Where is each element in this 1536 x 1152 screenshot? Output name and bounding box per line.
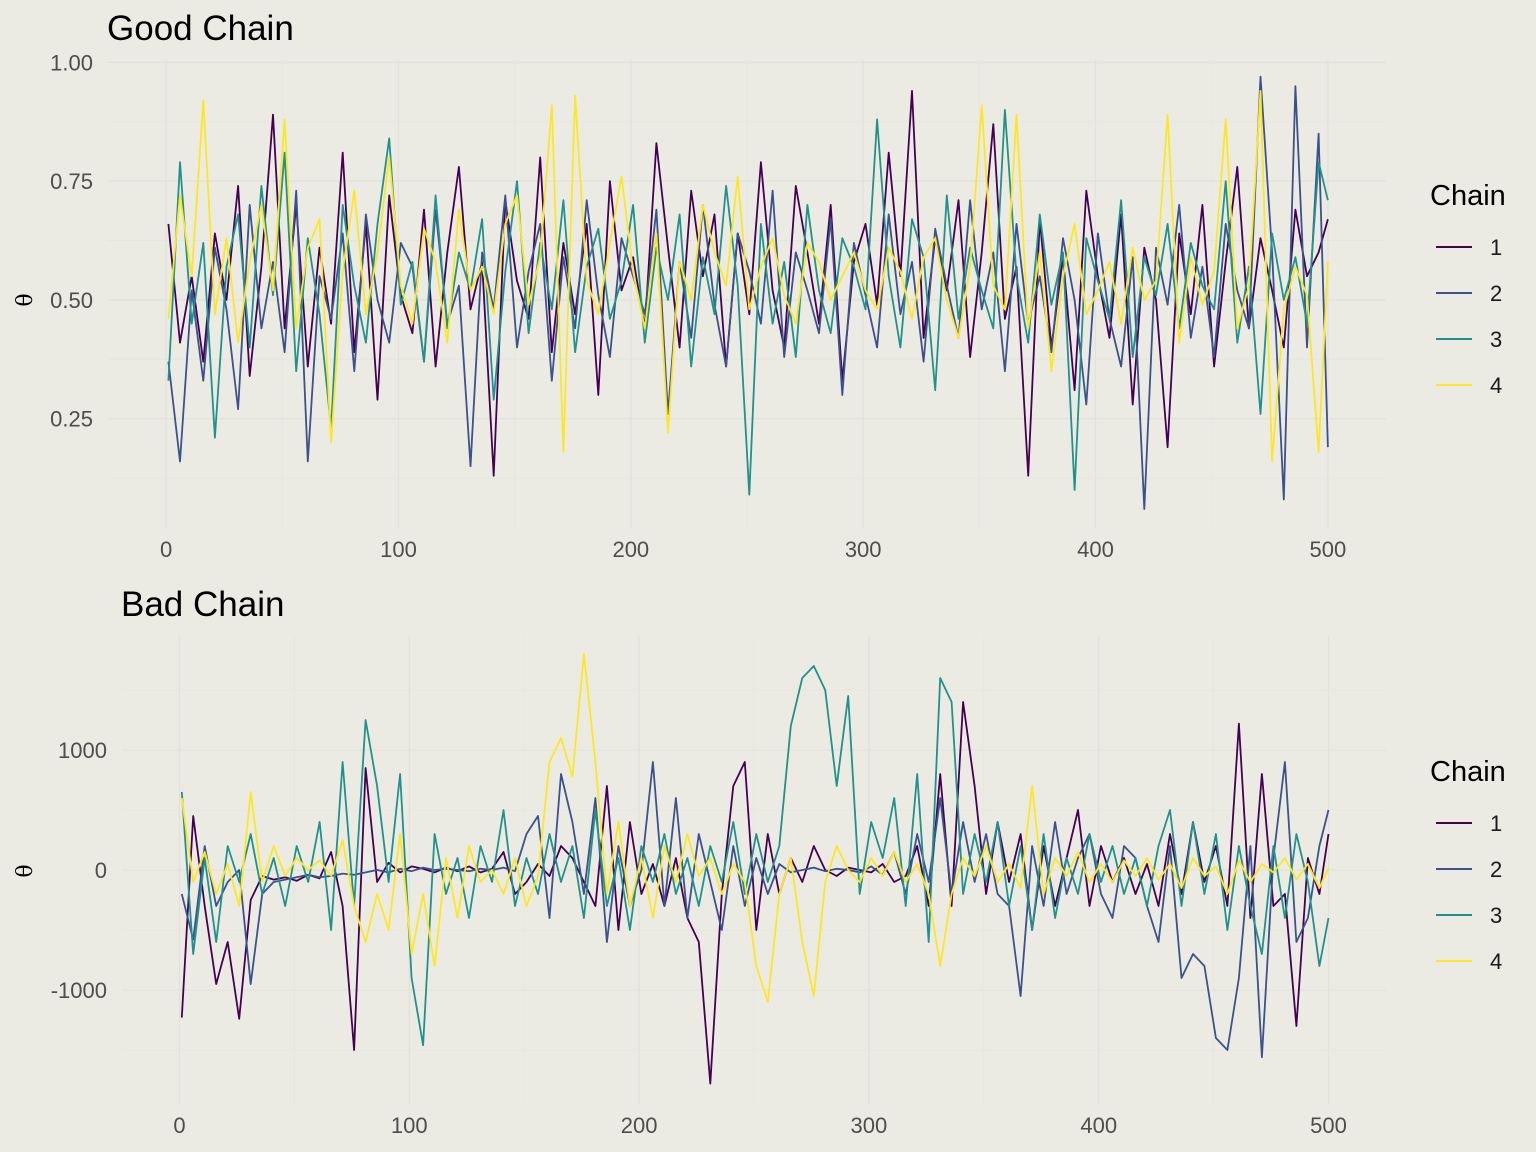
good-chain-series-chain-4 — [167, 90, 1329, 463]
bad-chain-series-chain-3 — [180, 665, 1330, 1047]
bad-chain-legend: Chain 1 2 3 4 — [1430, 756, 1506, 974]
bad-chain-x-tick-label: 200 — [621, 1113, 658, 1138]
bad-chain-y-tick-label: -1000 — [51, 978, 107, 1003]
legend-label: 1 — [1490, 811, 1502, 836]
bad-chain-legend-item-2: 2 — [1436, 857, 1502, 882]
bad-chain-legend-item-1: 1 — [1436, 811, 1502, 836]
good-chain-x-tick-label: 500 — [1310, 537, 1347, 562]
good-chain-x-tick-label: 300 — [845, 537, 882, 562]
good-chain-legend-item-4: 4 — [1436, 373, 1502, 398]
bad-chain-y-tick-label: 1000 — [58, 738, 107, 763]
bad-chain-x-tick-label: 100 — [391, 1113, 428, 1138]
bad-chain-title: Bad Chain — [121, 585, 284, 624]
bad-chain-series-lines — [180, 653, 1330, 1085]
good-chain-legend-item-2: 2 — [1436, 281, 1502, 306]
good-chain-x-tick-label: 200 — [612, 537, 649, 562]
good-chain-x-tick-label: 100 — [380, 537, 417, 562]
good-chain-y-ticks: 0.25 0.50 0.75 1.00 — [50, 50, 93, 431]
bad-chain-legend-item-3: 3 — [1436, 903, 1502, 928]
good-chain-panel: Good Chain 0.250.500.751.00 0 100 200 300 40… — [13, 9, 1506, 562]
good-chain-x-tick-label: 0 — [160, 537, 172, 562]
good-chain-x-ticks: 0 100 200 300 400 500 — [160, 537, 1346, 562]
good-chain-x-tick-label: 400 — [1077, 537, 1114, 562]
good-chain-legend-item-1: 1 — [1436, 235, 1502, 260]
bad-chain-y-tick-label: 0 — [95, 858, 107, 883]
good-chain-series-chain-3 — [167, 109, 1329, 496]
legend-label: 3 — [1490, 327, 1502, 352]
bad-chain-x-tick-label: 400 — [1080, 1113, 1117, 1138]
bad-chain-legend-items: 1 2 3 4 — [1436, 811, 1502, 974]
bad-chain-legend-title: Chain — [1430, 756, 1506, 788]
good-chain-y-tick-label: 0.25 — [50, 407, 93, 432]
good-chain-title: Good Chain — [107, 9, 294, 48]
good-chain-y-axis-label: θ — [13, 293, 38, 306]
bad-chain-series-chain-1 — [180, 701, 1330, 1085]
legend-label: 3 — [1490, 903, 1502, 928]
good-chain-legend: Chain 1 2 3 4 — [1430, 180, 1506, 398]
good-chain-y-tick-label: 0.50 — [50, 288, 93, 313]
bad-chain-x-tick-label: 0 — [173, 1113, 185, 1138]
bad-chain-y-ticks: -1000 0 1000 — [51, 738, 107, 1003]
good-chain-series-lines — [167, 75, 1329, 510]
bad-chain-series-chain-4 — [180, 653, 1330, 1003]
good-chain-y-tick-label: 0.75 — [50, 169, 93, 194]
good-chain-legend-item-3: 3 — [1436, 327, 1502, 352]
legend-label: 1 — [1490, 235, 1502, 260]
legend-label: 4 — [1490, 373, 1502, 398]
legend-label: 2 — [1490, 281, 1502, 306]
legend-label: 2 — [1490, 857, 1502, 882]
good-chain-y-tick-label: 1.00 — [50, 50, 93, 75]
bad-chain-legend-item-4: 4 — [1436, 949, 1502, 974]
good-chain-legend-title: Chain — [1430, 180, 1506, 212]
legend-label: 4 — [1490, 949, 1502, 974]
bad-chain-x-tick-label: 300 — [851, 1113, 888, 1138]
bad-chain-y-axis-label: θ — [13, 864, 38, 877]
bad-chain-x-tick-label: 500 — [1310, 1113, 1347, 1138]
bad-chain-x-ticks: 0 100 200 300 400 500 — [173, 1113, 1347, 1138]
good-chain-legend-items: 1 2 3 4 — [1436, 235, 1502, 398]
